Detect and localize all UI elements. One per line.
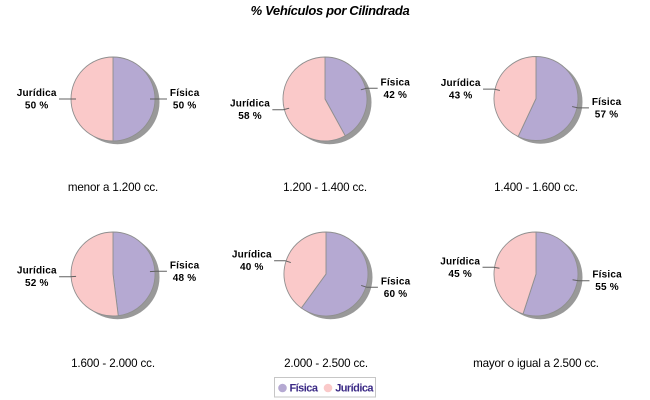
svg-text:Jurídica: Jurídica	[335, 383, 374, 395]
svg-text:Física: Física	[170, 260, 200, 271]
svg-text:50 %: 50 %	[173, 101, 197, 112]
svg-text:menor a 1.200 cc.: menor a 1.200 cc.	[68, 181, 158, 194]
svg-text:Física: Física	[381, 276, 411, 287]
svg-text:52 %: 52 %	[25, 278, 49, 289]
svg-text:Física: Física	[592, 97, 622, 108]
svg-text:1.200 - 1.400 cc.: 1.200 - 1.400 cc.	[283, 181, 367, 194]
svg-text:mayor o igual a 2.500 cc.: mayor o igual a 2.500 cc.	[473, 357, 599, 370]
svg-text:50 %: 50 %	[25, 101, 49, 112]
svg-text:60 %: 60 %	[384, 289, 408, 300]
svg-text:Física: Física	[290, 383, 319, 395]
svg-text:% Vehículos por Cilindrada: % Vehículos por Cilindrada	[251, 3, 410, 18]
svg-text:Jurídica: Jurídica	[17, 266, 57, 277]
svg-text:Jurídica: Jurídica	[17, 88, 57, 99]
svg-text:Jurídica: Jurídica	[441, 78, 481, 89]
svg-text:Física: Física	[381, 77, 411, 88]
svg-text:Jurídica: Jurídica	[232, 250, 272, 261]
svg-text:58 %: 58 %	[238, 111, 262, 122]
svg-text:55 %: 55 %	[595, 282, 619, 293]
svg-text:Física: Física	[592, 270, 622, 281]
svg-text:Jurídica: Jurídica	[230, 99, 270, 110]
svg-text:1.400 - 1.600 cc.: 1.400 - 1.600 cc.	[494, 181, 578, 194]
svg-text:40 %: 40 %	[240, 262, 264, 273]
svg-text:Física: Física	[170, 88, 200, 99]
svg-text:42 %: 42 %	[384, 90, 408, 101]
svg-text:Jurídica: Jurídica	[440, 256, 480, 267]
svg-text:1.600 - 2.000 cc.: 1.600 - 2.000 cc.	[71, 357, 155, 370]
svg-text:48 %: 48 %	[173, 273, 197, 284]
svg-text:2.000 - 2.500 cc.: 2.000 - 2.500 cc.	[284, 357, 368, 370]
svg-text:43 %: 43 %	[449, 91, 473, 102]
svg-text:45 %: 45 %	[448, 269, 472, 280]
svg-text:57 %: 57 %	[595, 109, 619, 120]
